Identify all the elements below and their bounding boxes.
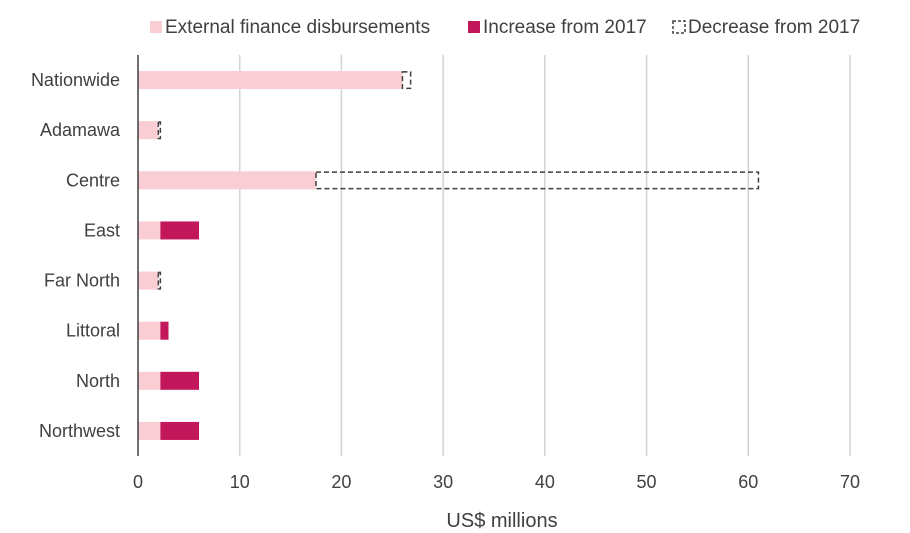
category-label-northwest: Northwest [39,421,120,441]
legend-label-decrease-from-2017: Decrease from 2017 [688,17,860,38]
x-tick-label-10: 10 [230,472,250,492]
category-label-east: East [84,220,120,240]
x-axis-title: US$ millions [446,510,557,532]
category-labels: Nationwide Adamawa Centre East Far North Litt… [31,70,121,441]
bar-decrease-adamawa [157,121,162,140]
x-tick-label-50: 50 [637,472,657,492]
legend-swatch-external-finance-disbursements [150,21,162,33]
x-tick-label-60: 60 [738,472,758,492]
category-label-littoral: Littoral [66,321,120,341]
bars [138,71,760,440]
bar-increase-littoral [160,321,169,340]
x-tick-label-30: 30 [433,472,453,492]
bar-base-nationwide [138,71,403,90]
category-label-centre: Centre [66,170,120,190]
x-tick-label-20: 20 [331,472,351,492]
category-label-nationwide: Nationwide [31,70,120,90]
bar-base-far-north [138,271,159,290]
bar-base-centre [138,171,316,190]
bar-decrease-nationwide [401,71,412,90]
legend-label-increase-from-2017: Increase from 2017 [483,17,647,38]
bar-increase-northwest [160,421,200,440]
tick-labels: 0 10 20 30 40 50 60 70 [133,472,860,492]
bar-base-adamawa [138,121,159,140]
bar-base-northwest [138,421,161,440]
gridlines [238,55,851,456]
category-label-adamawa: Adamawa [40,120,121,140]
bar-base-east [138,221,161,240]
bar-base-north [138,371,161,390]
bar-decrease-far-north [157,271,162,290]
bar-increase-east [160,221,200,240]
legend-swatch-increase-from-2017 [468,21,480,33]
bar-decrease-centre [315,171,760,190]
x-tick-label-40: 40 [535,472,555,492]
x-tick-label-0: 0 [133,472,143,492]
legend-swatch-decrease-from-2017 [672,20,686,34]
bar-increase-north [160,371,200,390]
bar-base-littoral [138,321,161,340]
legend-label-external-finance-disbursements: External finance disbursements [165,17,430,38]
category-label-north: North [76,371,120,391]
legend: External finance disbursements Increase f… [150,17,860,38]
x-tick-label-70: 70 [840,472,860,492]
category-label-far-north: Far North [44,271,120,291]
